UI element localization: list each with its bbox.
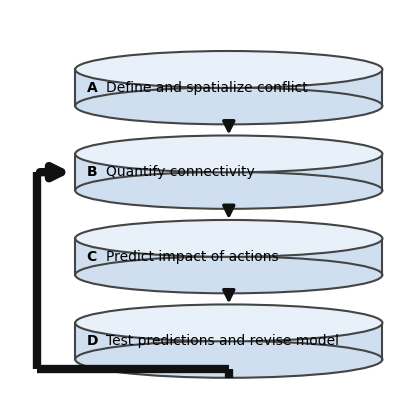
Polygon shape <box>75 323 382 359</box>
Ellipse shape <box>75 136 382 172</box>
Ellipse shape <box>75 51 382 88</box>
Polygon shape <box>75 70 382 106</box>
Text: Define and spatialize conflict: Define and spatialize conflict <box>106 81 308 95</box>
Ellipse shape <box>75 304 382 341</box>
Polygon shape <box>75 154 382 190</box>
Ellipse shape <box>75 172 382 209</box>
Text: Test predictions and revise model: Test predictions and revise model <box>106 334 339 348</box>
Ellipse shape <box>75 256 382 293</box>
Text: D: D <box>87 334 98 348</box>
Text: C: C <box>87 250 97 264</box>
Text: A: A <box>87 81 98 95</box>
Text: Predict impact of actions: Predict impact of actions <box>106 250 278 264</box>
Text: B: B <box>87 165 97 179</box>
Text: Quantify connectivity: Quantify connectivity <box>106 165 255 179</box>
Ellipse shape <box>75 341 382 378</box>
Polygon shape <box>75 238 382 275</box>
Ellipse shape <box>75 88 382 124</box>
Ellipse shape <box>75 220 382 257</box>
